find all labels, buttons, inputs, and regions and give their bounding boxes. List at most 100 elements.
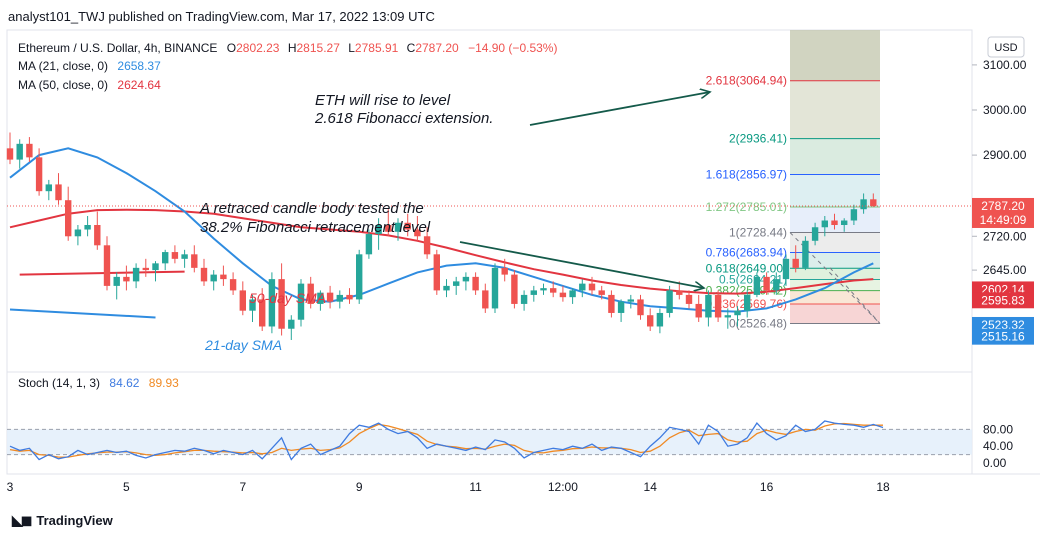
candle-body — [45, 184, 52, 192]
candle-body — [588, 283, 596, 291]
candle-body — [802, 240, 809, 268]
candle-body — [676, 290, 683, 295]
price-badge-countdown: 14:49:09 — [980, 213, 1027, 227]
ma50-legend: MA (50, close, 0) 2624.64 — [18, 78, 161, 92]
candle-body — [336, 294, 343, 302]
tradingview-icon: ◣◼ — [12, 512, 32, 528]
candle-body — [734, 310, 741, 316]
fib-trend-line — [789, 232, 881, 324]
candle-body — [210, 274, 217, 282]
candle-body — [132, 267, 140, 282]
candle-body — [200, 267, 208, 282]
candle-body — [317, 292, 324, 304]
candle-body — [346, 294, 353, 300]
candle-body — [404, 222, 411, 230]
candle-body — [16, 143, 23, 160]
candle-body — [307, 283, 314, 304]
fibonacci-extension-tool[interactable]: 0(2526.48)0.236(2569.76)0.382(2599.42)0.… — [706, 30, 881, 331]
fib-zone — [790, 290, 880, 305]
candle-body — [162, 252, 169, 264]
stoch-tick-label: 40.00 — [983, 439, 1013, 453]
publisher-line: analyst101_TWJ published on TradingView.… — [8, 9, 435, 24]
fib-level-label: 0(2526.48) — [729, 317, 787, 331]
stoch-band — [7, 428, 972, 456]
fib-level-label: 1.618(2856.97) — [706, 168, 787, 182]
price-tick-label: 3000.00 — [983, 103, 1027, 117]
price-axis[interactable]: 3100.00 3000.00 2900.00 2720.00 2645.00 2787.… — [972, 58, 1034, 470]
open-label: O — [227, 41, 236, 55]
candle-body — [259, 299, 266, 327]
candle-body — [278, 279, 285, 329]
candle-body — [608, 294, 615, 313]
fib-zone — [790, 279, 880, 291]
price-badge — [972, 197, 1034, 228]
candle-body — [123, 276, 130, 282]
candle-body — [627, 299, 634, 302]
low-value: 2785.91 — [355, 41, 399, 55]
low-label: L — [348, 41, 355, 55]
currency-badge[interactable] — [987, 36, 1025, 58]
stoch-band-fill — [7, 429, 972, 455]
candle-body — [74, 229, 82, 237]
candle-body — [520, 294, 528, 304]
fib-level-label: 2(2936.41) — [729, 132, 787, 146]
candle-body — [501, 267, 508, 275]
time-tick-label: 12:00 — [548, 480, 578, 494]
symbol-name: Ethereum / U.S. Dollar, 4h, BINANCE — [18, 41, 217, 55]
price-badge-value: 2787.20 — [981, 199, 1025, 213]
ma50-value: 2624.64 — [117, 78, 161, 92]
fib-zone — [790, 252, 880, 269]
annotation-retrace-line1: A retraced candle body tested the — [199, 200, 424, 217]
candle-body — [249, 299, 256, 311]
candle-body — [666, 290, 673, 313]
candle-body — [753, 276, 761, 295]
annotation-eth-line2: 2.618 Fibonacci extension. — [314, 110, 493, 127]
close-value: 2787.20 — [415, 41, 459, 55]
candle-body — [220, 274, 227, 280]
candle-body — [782, 258, 790, 280]
candle-body — [288, 319, 295, 329]
arrow-to-target — [529, 92, 710, 126]
candle-body — [637, 299, 644, 316]
candles — [6, 132, 972, 341]
candle-body — [841, 220, 848, 226]
ma21-label: MA (21, close, 0) — [18, 59, 108, 73]
currency-label: USD — [994, 42, 1017, 54]
candle-body — [84, 225, 91, 230]
price-badge-value: 2595.83 — [981, 293, 1025, 307]
time-tick-label: 16 — [760, 480, 774, 494]
time-tick-label: 7 — [239, 480, 246, 494]
price-tick-label: 2645.00 — [983, 263, 1027, 277]
price-tick-label: 2720.00 — [983, 229, 1027, 243]
candle-body — [744, 294, 751, 311]
candle-body — [821, 220, 828, 228]
candle-body — [569, 290, 576, 298]
arrow-to-retracement — [459, 241, 704, 288]
change-value: −14.90 (−0.53%) — [468, 41, 557, 55]
time-tick-label: 9 — [356, 480, 363, 494]
candle-body — [394, 222, 402, 232]
fib-zone — [790, 138, 880, 175]
candle-body — [113, 276, 120, 286]
time-tick-label: 5 — [123, 480, 130, 494]
candle-body — [773, 279, 780, 291]
time-axis[interactable]: 3 5 7 9 11 12:00 14 16 18 — [7, 480, 890, 494]
stoch-legend: Stoch (14, 1, 3) 84.62 89.93 — [18, 376, 179, 390]
candle-body — [365, 234, 373, 255]
candle-body — [142, 267, 149, 271]
candle-body — [229, 279, 237, 291]
candle-body — [850, 209, 858, 221]
time-tick-label: 18 — [876, 480, 890, 494]
fib-level-label: 2.618(3064.94) — [706, 74, 787, 88]
stoch-tick-label: 80.00 — [983, 422, 1013, 436]
close-label: C — [407, 41, 416, 55]
symbol-header: Ethereum / U.S. Dollar, 4h, BINANCE O280… — [18, 41, 557, 55]
candle-body — [181, 254, 188, 259]
candle-body — [326, 292, 334, 302]
stochastic-lines — [9, 420, 884, 461]
tradingview-logo[interactable]: ◣◼ TradingView — [12, 512, 113, 529]
candle-body — [239, 290, 246, 311]
ma21-legend: MA (21, close, 0) 2658.37 — [18, 59, 161, 73]
